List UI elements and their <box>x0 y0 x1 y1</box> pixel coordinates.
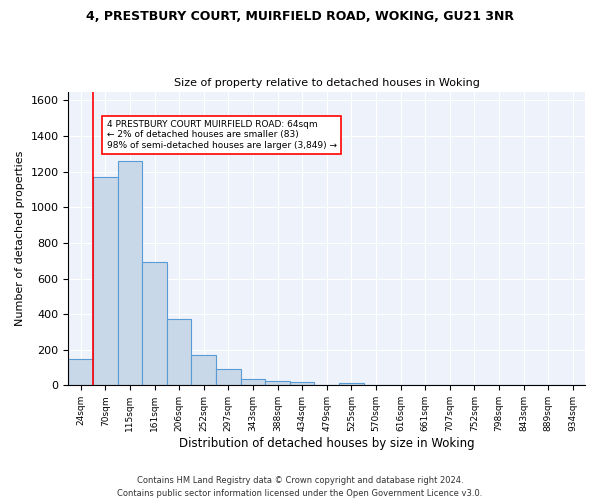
Bar <box>290 382 314 386</box>
Text: 4, PRESTBURY COURT, MUIRFIELD ROAD, WOKING, GU21 3NR: 4, PRESTBURY COURT, MUIRFIELD ROAD, WOKI… <box>86 10 514 23</box>
Bar <box>265 381 290 386</box>
Title: Size of property relative to detached houses in Woking: Size of property relative to detached ho… <box>174 78 479 88</box>
Bar <box>191 355 216 386</box>
X-axis label: Distribution of detached houses by size in Woking: Distribution of detached houses by size … <box>179 437 475 450</box>
Bar <box>167 318 191 386</box>
Y-axis label: Number of detached properties: Number of detached properties <box>15 151 25 326</box>
Bar <box>241 379 265 386</box>
Bar <box>68 358 93 386</box>
Bar <box>339 382 364 386</box>
Bar <box>142 262 167 386</box>
Bar <box>118 161 142 386</box>
Text: 4 PRESTBURY COURT MUIRFIELD ROAD: 64sqm
← 2% of detached houses are smaller (83): 4 PRESTBURY COURT MUIRFIELD ROAD: 64sqm … <box>107 120 337 150</box>
Bar <box>93 177 118 386</box>
Text: Contains HM Land Registry data © Crown copyright and database right 2024.
Contai: Contains HM Land Registry data © Crown c… <box>118 476 482 498</box>
Bar <box>216 370 241 386</box>
